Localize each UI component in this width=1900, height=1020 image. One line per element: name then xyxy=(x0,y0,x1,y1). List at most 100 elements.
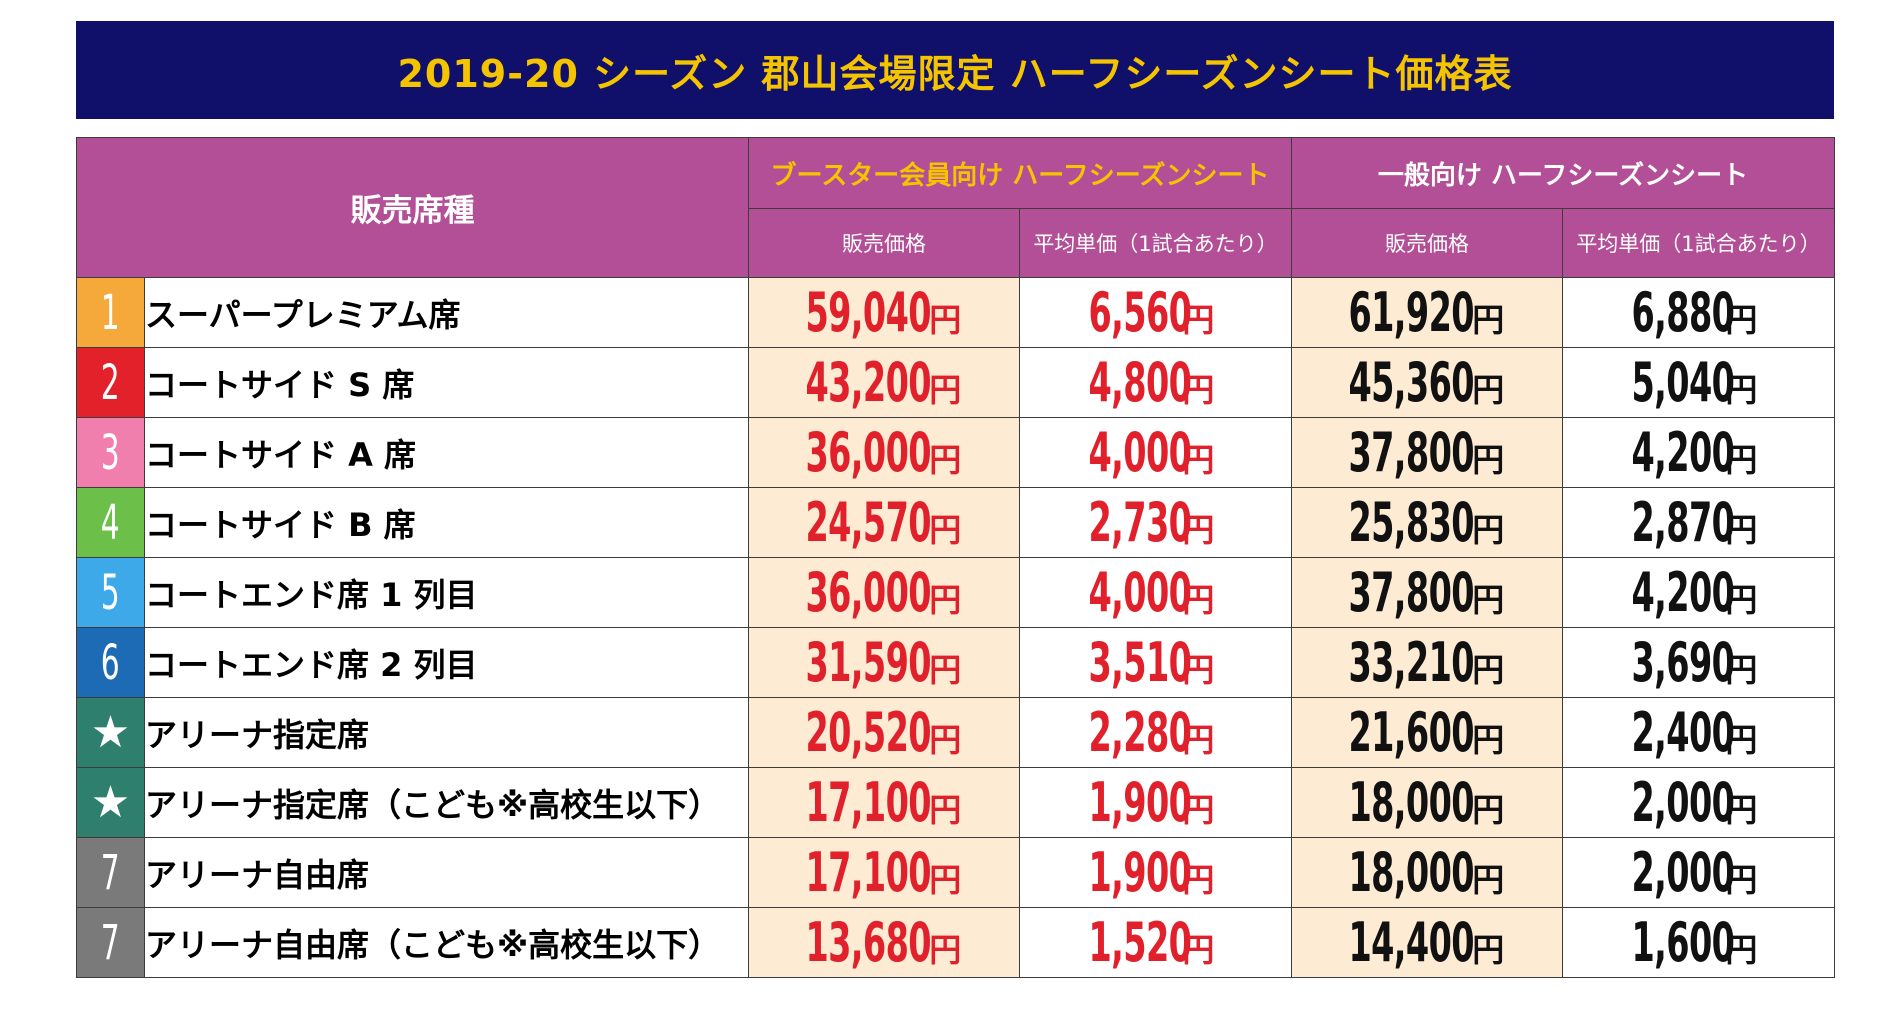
yen-unit: 円 xyxy=(1725,370,1758,409)
booster-price-cell: 17,100円 xyxy=(748,767,1020,838)
booster-avg-cell: 6,560円 xyxy=(1019,277,1292,348)
title-banner: 2019-20 シーズン 郡山会場限定 ハーフシーズンシート価格表 xyxy=(76,21,1834,119)
general-avg-cell: 4,200円 xyxy=(1561,417,1836,488)
seat-badge: 7 xyxy=(76,837,145,908)
yen-unit: 円 xyxy=(929,580,962,619)
general-price-value: 18,000 xyxy=(1348,840,1474,904)
general-price-value: 25,830 xyxy=(1348,490,1474,554)
booster-price-value: 36,000 xyxy=(805,560,931,624)
yen-unit: 円 xyxy=(1472,580,1505,619)
general-avg-cell: 5,040円 xyxy=(1561,347,1836,418)
seat-name: コートエンド席 1 列目 xyxy=(144,557,749,628)
booster-price-header: 販売価格 xyxy=(748,208,1020,278)
table-row: 1 スーパープレミアム席 59,040円 6,560円 61,920円 6,880円 xyxy=(76,277,1836,348)
seat-badge-label: 3 xyxy=(101,424,120,481)
booster-avg-value: 2,730 xyxy=(1088,490,1191,554)
booster-avg-value: 1,900 xyxy=(1088,770,1191,834)
seat-badge-label: 6 xyxy=(101,634,120,691)
yen-unit: 円 xyxy=(1182,720,1215,759)
table-row: 7 アリーナ自由席 17,100円 1,900円 18,000円 2,000円 xyxy=(76,837,1836,908)
booster-price-cell: 13,680円 xyxy=(748,907,1020,978)
general-avg-cell: 2,000円 xyxy=(1561,837,1836,908)
general-avg-cell: 1,600円 xyxy=(1561,907,1836,978)
price-table: 販売席種 ブースター会員向け ハーフシーズンシート 一般向け ハーフシーズンシー… xyxy=(76,137,1836,978)
table-row: ★ アリーナ指定席 20,520円 2,280円 21,600円 2,400円 xyxy=(76,697,1836,768)
booster-avg-cell: 2,730円 xyxy=(1019,487,1292,558)
general-price-cell: 18,000円 xyxy=(1291,837,1563,908)
seat-name: コートサイド B 席 xyxy=(144,487,749,558)
general-price-value: 45,360 xyxy=(1348,350,1474,414)
yen-unit: 円 xyxy=(929,650,962,689)
seat-badge-label: ★ xyxy=(90,707,131,758)
general-avg-cell: 4,200円 xyxy=(1561,557,1836,628)
general-avg-cell: 2,870円 xyxy=(1561,487,1836,558)
yen-unit: 円 xyxy=(929,370,962,409)
yen-unit: 円 xyxy=(1472,720,1505,759)
yen-unit: 円 xyxy=(1472,790,1505,829)
yen-unit: 円 xyxy=(1725,720,1758,759)
booster-avg-cell: 2,280円 xyxy=(1019,697,1292,768)
price-rows: 1 スーパープレミアム席 59,040円 6,560円 61,920円 6,880円 2 コー… xyxy=(76,277,1836,978)
general-price-cell: 21,600円 xyxy=(1291,697,1563,768)
yen-unit: 円 xyxy=(1472,650,1505,689)
general-price-value: 14,400 xyxy=(1348,910,1474,974)
yen-unit: 円 xyxy=(1725,930,1758,969)
booster-price-value: 36,000 xyxy=(805,420,931,484)
seat-badge: 3 xyxy=(76,417,145,488)
booster-avg-cell: 1,520円 xyxy=(1019,907,1292,978)
booster-price-cell: 24,570円 xyxy=(748,487,1020,558)
seat-name: アリーナ指定席（こども※高校生以下） xyxy=(144,767,749,838)
general-price-value: 21,600 xyxy=(1348,700,1474,764)
general-avg-cell: 6,880円 xyxy=(1561,277,1836,348)
general-price-value: 61,920 xyxy=(1348,280,1474,344)
yen-unit: 円 xyxy=(1182,300,1215,339)
booster-price-cell: 36,000円 xyxy=(748,417,1020,488)
booster-price-cell: 59,040円 xyxy=(748,277,1020,348)
booster-avg-cell: 3,510円 xyxy=(1019,627,1292,698)
booster-avg-value: 4,000 xyxy=(1088,560,1191,624)
booster-avg-cell: 4,000円 xyxy=(1019,417,1292,488)
booster-avg-value: 2,280 xyxy=(1088,700,1191,764)
table-row: 3 コートサイド A 席 36,000円 4,000円 37,800円 4,200円 xyxy=(76,417,1836,488)
general-price-cell: 33,210円 xyxy=(1291,627,1563,698)
general-price-cell: 61,920円 xyxy=(1291,277,1563,348)
table-row: 2 コートサイド S 席 43,200円 4,800円 45,360円 5,040円 xyxy=(76,347,1836,418)
yen-unit: 円 xyxy=(1725,440,1758,479)
table-row: 7 アリーナ自由席（こども※高校生以下） 13,680円 1,520円 14,400円 1… xyxy=(76,907,1836,978)
table-row: ★ アリーナ指定席（こども※高校生以下） 17,100円 1,900円 18,000円 2… xyxy=(76,767,1836,838)
yen-unit: 円 xyxy=(929,790,962,829)
general-price-value: 18,000 xyxy=(1348,770,1474,834)
seat-name: コートサイド S 席 xyxy=(144,347,749,418)
booster-price-cell: 43,200円 xyxy=(748,347,1020,418)
yen-unit: 円 xyxy=(1472,930,1505,969)
booster-avg-cell: 4,800円 xyxy=(1019,347,1292,418)
general-price-value: 37,800 xyxy=(1348,420,1474,484)
seat-badge-label: 7 xyxy=(101,844,120,901)
booster-price-cell: 20,520円 xyxy=(748,697,1020,768)
general-avg-value: 6,880 xyxy=(1631,280,1734,344)
yen-unit: 円 xyxy=(929,440,962,479)
seat-name: アリーナ自由席（こども※高校生以下） xyxy=(144,907,749,978)
seat-badge: 4 xyxy=(76,487,145,558)
seat-name: アリーナ指定席 xyxy=(144,697,749,768)
booster-price-value: 31,590 xyxy=(805,630,931,694)
general-avg-cell: 2,400円 xyxy=(1561,697,1836,768)
yen-unit: 円 xyxy=(1472,440,1505,479)
general-group-header: 一般向け ハーフシーズンシート xyxy=(1290,137,1836,209)
seat-name: コートエンド席 2 列目 xyxy=(144,627,749,698)
booster-price-value: 20,520 xyxy=(805,700,931,764)
yen-unit: 円 xyxy=(1182,930,1215,969)
general-avg-value: 1,600 xyxy=(1631,910,1734,974)
general-price-header: 販売価格 xyxy=(1291,208,1563,278)
table-row: 6 コートエンド席 2 列目 31,590円 3,510円 33,210円 3,690円 xyxy=(76,627,1836,698)
booster-price-value: 24,570 xyxy=(805,490,931,554)
booster-avg-header: 平均単価（1試合あたり） xyxy=(1019,208,1292,278)
booster-avg-cell: 1,900円 xyxy=(1019,837,1292,908)
seat-badge-label: 1 xyxy=(101,284,120,341)
seat-badge-label: 4 xyxy=(101,494,120,551)
general-price-value: 33,210 xyxy=(1348,630,1474,694)
yen-unit: 円 xyxy=(1725,860,1758,899)
general-avg-header: 平均単価（1試合あたり） xyxy=(1561,208,1836,278)
seat-badge-label: 2 xyxy=(101,354,120,411)
seat-badge: 7 xyxy=(76,907,145,978)
